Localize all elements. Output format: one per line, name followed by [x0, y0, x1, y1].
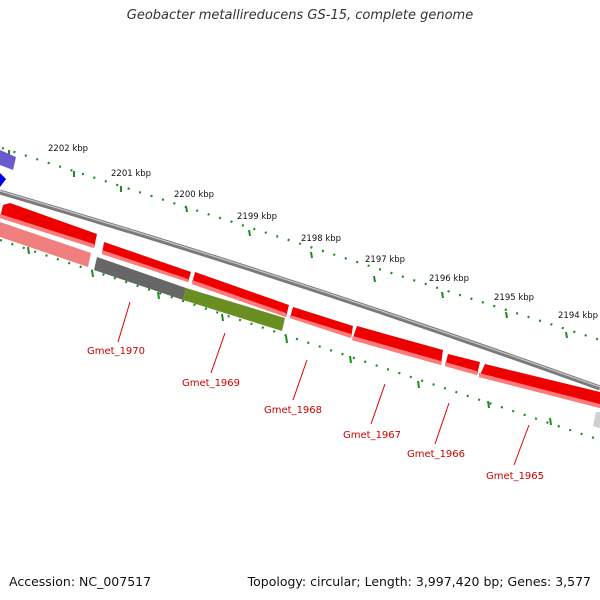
tick-2198: [248, 229, 251, 237]
gene-blue: [0, 173, 6, 187]
gene-green: [183, 288, 285, 331]
gene-shade: [102, 250, 188, 282]
leader-line: [434, 402, 450, 445]
backbone-highlight: [0, 190, 600, 388]
gene-labels: Gmet_1970 Gmet_1969 Gmet_1968 Gmet_1967 …: [87, 346, 544, 482]
tick-2199: [185, 205, 188, 213]
genome-summary-text: Topology: circular; Length: 3,997,420 bp…: [247, 574, 591, 589]
tick-2197: [310, 251, 313, 259]
ruler-label: 2196 kbp: [429, 274, 469, 284]
ruler-label: 2201 kbp: [111, 169, 151, 179]
tick-2195: [441, 291, 444, 299]
gene-row-reverse: [0, 222, 600, 428]
leader-line: [292, 359, 308, 401]
inner-tick: [487, 400, 490, 409]
ruler-label: 2199 kbp: [237, 212, 277, 222]
ruler-label: 2194 kbp: [558, 311, 598, 321]
gene-label: Gmet_1969: [182, 378, 240, 389]
ruler-label: 2202 kbp: [48, 144, 88, 154]
inner-major-ticks: [27, 246, 552, 426]
tick-2196: [373, 275, 376, 283]
gene-label: Gmet_1965: [486, 471, 544, 482]
leader-line: [370, 383, 386, 425]
inner-tick: [349, 355, 352, 364]
inner-tick: [549, 417, 552, 426]
gene-shade: [479, 373, 600, 408]
inner-tick: [417, 380, 420, 389]
gene-shade: [0, 214, 94, 248]
inner-tick: [285, 335, 288, 344]
gene-arrow: [102, 242, 191, 282]
gene-arrow: [0, 203, 97, 248]
gene-label: Gmet_1970: [87, 346, 145, 357]
outer-ruler: [1, 146, 600, 342]
tick-2194: [505, 311, 508, 319]
leader-line: [117, 301, 131, 343]
ruler-label: 2200 kbp: [174, 190, 214, 200]
outer-major-ticks: [8, 150, 568, 339]
inner-tick: [221, 313, 224, 322]
gene-label: Gmet_1967: [343, 430, 401, 441]
accession-text: Accession: NC_007517: [9, 574, 152, 589]
gene-shade: [192, 280, 286, 317]
gene-gray: [94, 257, 186, 300]
map-title: Geobacter metallireducens GS-15, complet…: [126, 8, 474, 23]
gene-shade: [352, 336, 441, 365]
inner-tick: [91, 269, 94, 278]
gene-row-forward: [0, 203, 600, 408]
leader-lines: [117, 301, 530, 466]
leader-line: [210, 332, 226, 374]
backbone: [0, 189, 600, 391]
ruler-label: 2195 kbp: [494, 293, 534, 303]
ruler-labels: 2202 kbp 2201 kbp 2200 kbp 2199 kbp 2198…: [48, 144, 598, 321]
ruler-label: 2197 kbp: [365, 255, 405, 265]
inner-tick: [157, 291, 160, 300]
gene-label: Gmet_1968: [264, 405, 322, 416]
tick-2193: [565, 331, 568, 339]
gene-shade: [290, 315, 351, 338]
gene-purple: [0, 150, 16, 170]
gene-shade: [445, 362, 477, 375]
leader-line: [513, 424, 530, 466]
gene-faded: [0, 222, 91, 267]
gene-label: Gmet_1966: [407, 449, 465, 460]
inner-ruler: [0, 238, 600, 442]
gene-lightgray: [593, 412, 600, 428]
ruler-label: 2198 kbp: [301, 234, 341, 244]
inner-tick: [27, 246, 30, 255]
